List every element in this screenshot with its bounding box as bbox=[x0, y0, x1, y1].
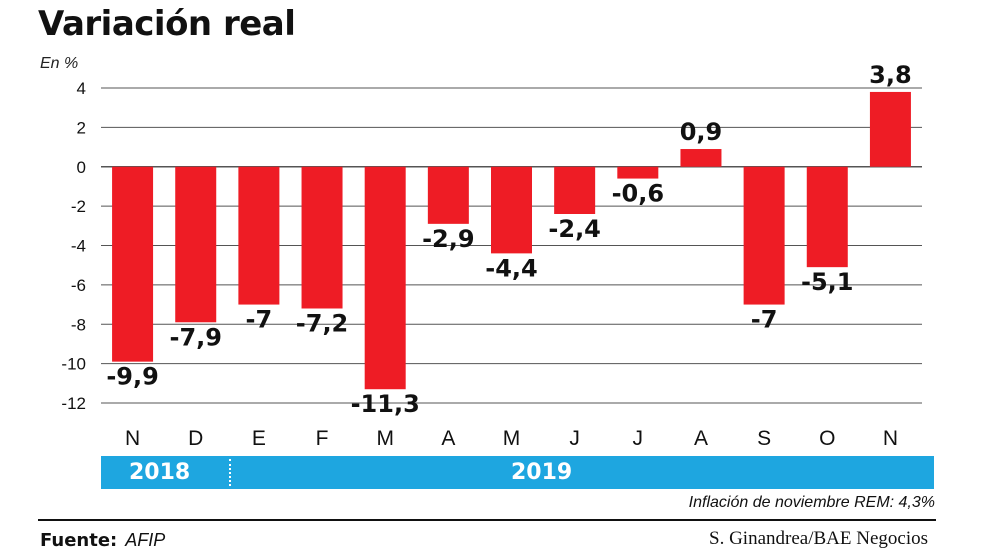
credit: S. Ginandrea/BAE Negocios bbox=[709, 528, 928, 549]
year-divider bbox=[229, 459, 231, 486]
year-band: 2018 2019 bbox=[101, 456, 934, 489]
data-label: -5,1 bbox=[801, 268, 853, 296]
data-label: 3,8 bbox=[869, 61, 912, 89]
bar bbox=[869, 91, 911, 167]
data-label: 0,9 bbox=[680, 118, 723, 146]
x-tick-label: O bbox=[819, 427, 835, 450]
data-label: -0,6 bbox=[612, 180, 664, 208]
y-tick-label: -10 bbox=[61, 355, 86, 374]
data-label: -7,9 bbox=[169, 323, 221, 351]
data-label: -7,2 bbox=[296, 310, 348, 338]
data-label: -2,9 bbox=[422, 225, 474, 253]
y-tick-label: -2 bbox=[71, 197, 86, 216]
y-tick-label: -6 bbox=[71, 276, 86, 295]
x-tick-label: N bbox=[883, 427, 898, 450]
chart-title: Variación real bbox=[38, 4, 296, 44]
y-axis-unit-label: En % bbox=[40, 55, 79, 72]
x-tick-label: J bbox=[569, 427, 580, 450]
footer-rule bbox=[38, 519, 936, 521]
inflation-note: Inflación de noviembre REM: 4,3% bbox=[688, 494, 935, 511]
bar bbox=[112, 166, 154, 362]
x-tick-label: M bbox=[503, 427, 521, 450]
year-label-2018: 2018 bbox=[129, 460, 191, 485]
data-label: -4,4 bbox=[485, 254, 537, 282]
data-label: -7 bbox=[246, 306, 273, 334]
y-tick-label: -4 bbox=[71, 237, 86, 256]
bar bbox=[680, 149, 722, 167]
bar bbox=[364, 166, 406, 390]
data-label: -2,4 bbox=[548, 215, 600, 243]
bar bbox=[301, 166, 343, 309]
x-tick-label: J bbox=[633, 427, 644, 450]
year-label-2019: 2019 bbox=[511, 460, 573, 485]
bar bbox=[238, 166, 280, 305]
x-tick-label: A bbox=[694, 427, 708, 450]
y-tick-label: 4 bbox=[77, 79, 86, 98]
bar bbox=[617, 166, 659, 179]
bar bbox=[743, 166, 785, 305]
bar bbox=[806, 166, 848, 268]
x-tick-label: N bbox=[125, 427, 140, 450]
y-tick-label: -8 bbox=[71, 315, 86, 334]
bar bbox=[427, 166, 469, 224]
x-tick-label: A bbox=[441, 427, 455, 450]
source-line: Fuente: AFIP bbox=[40, 530, 165, 551]
y-tick-label: -12 bbox=[61, 394, 86, 413]
bar bbox=[491, 166, 532, 254]
x-tick-label: S bbox=[757, 427, 771, 450]
data-label: -11,3 bbox=[351, 390, 420, 418]
x-tick-label: F bbox=[316, 427, 329, 450]
y-tick-label: 0 bbox=[77, 158, 86, 177]
x-tick-label: M bbox=[376, 427, 394, 450]
source-value: AFIP bbox=[125, 530, 166, 550]
x-tick-label: D bbox=[188, 427, 203, 450]
bar bbox=[554, 166, 596, 214]
x-tick-label: E bbox=[252, 427, 266, 450]
data-label: -9,9 bbox=[106, 363, 158, 391]
source-label: Fuente: bbox=[40, 530, 118, 551]
y-tick-label: 2 bbox=[77, 118, 86, 137]
bar bbox=[175, 166, 217, 323]
data-label: -7 bbox=[751, 306, 778, 334]
